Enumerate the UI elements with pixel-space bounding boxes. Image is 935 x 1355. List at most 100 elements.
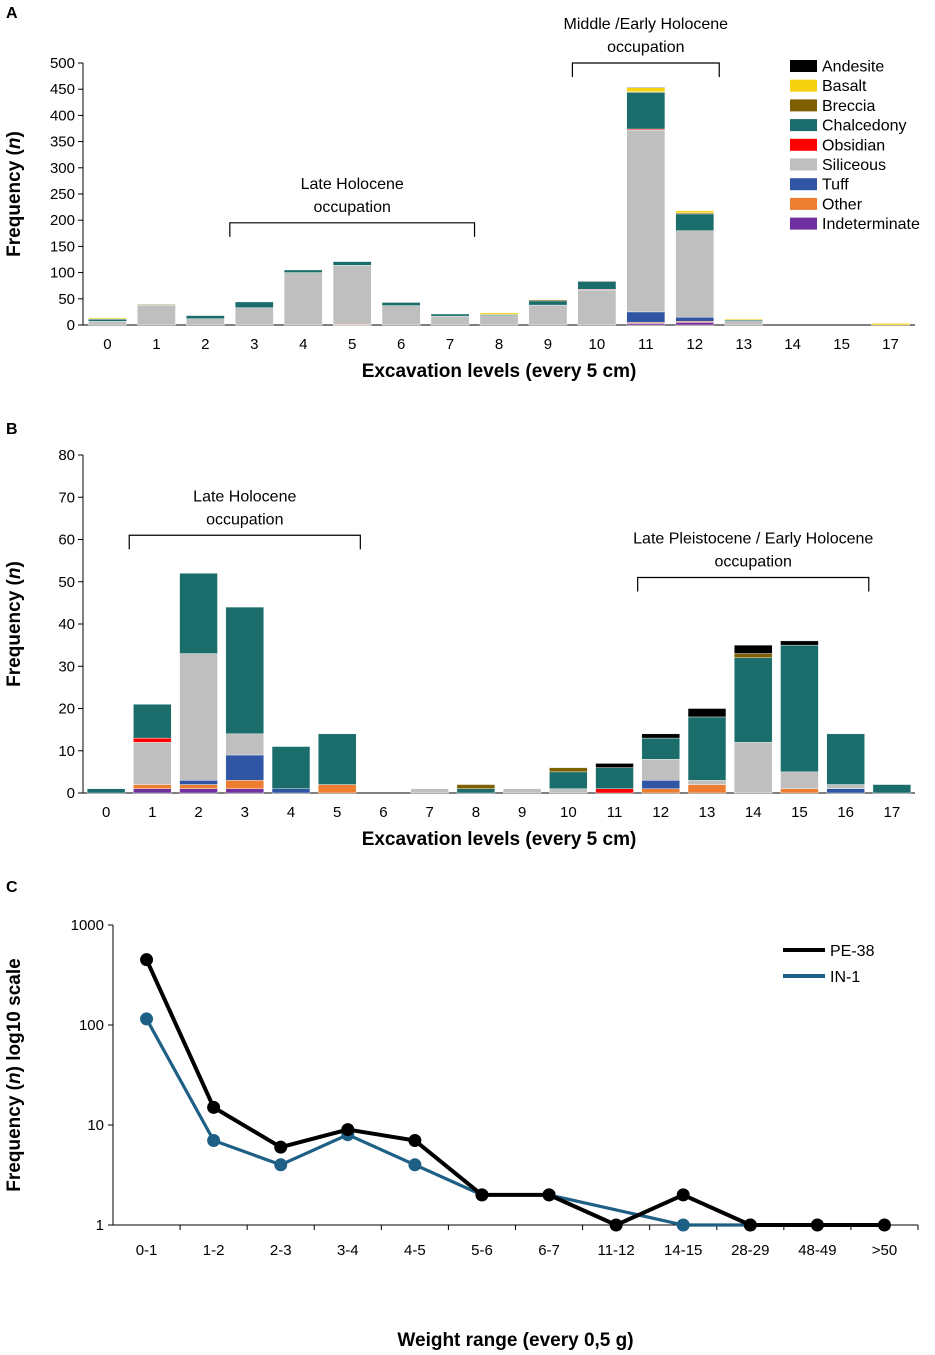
panel-label-c: C <box>6 879 18 896</box>
b-x-tick-label: 0 <box>102 804 110 821</box>
c-point-pe-38 <box>341 1123 355 1137</box>
c-x-tick-label: 2-3 <box>270 1242 292 1259</box>
a-legend-label: Siliceous <box>822 157 886 174</box>
b-bar-chalcedony-level-13 <box>687 716 727 781</box>
a-bar-breccia-level-9 <box>528 299 568 302</box>
b-annotation-bracket <box>128 534 361 550</box>
b-bar-other-level-12 <box>641 788 680 794</box>
b-y-tick-label: 70 <box>58 489 75 506</box>
panel-label-a: A <box>6 5 18 22</box>
c-point-pe-38 <box>877 1218 891 1232</box>
b-x-tick-label: 16 <box>837 804 854 821</box>
a-y-tick-label: 100 <box>50 265 75 282</box>
b-bar-tuff-level-12 <box>641 780 680 789</box>
b-y-tick-label: 20 <box>58 701 75 718</box>
c-x-tick-label: 11-12 <box>597 1242 634 1259</box>
b-bar-other-level-1 <box>133 784 172 789</box>
a-legend-label: Obsidian <box>822 137 885 154</box>
a-bar-siliceous-level-3 <box>235 307 274 326</box>
b-bar-chalcedony-level-4 <box>271 746 311 789</box>
a-x-tick-label: 14 <box>784 336 801 353</box>
b-bar-chalcedony-level-12 <box>641 737 680 760</box>
b-bar-breccia-level-10 <box>549 767 588 773</box>
b-bar-chalcedony-level-17 <box>872 784 912 794</box>
b-bar-siliceous-level-1 <box>133 742 172 785</box>
b-bar-siliceous-level-15 <box>780 771 819 789</box>
b-annotation-text: occupation <box>206 511 283 528</box>
b-bar-tuff-level-2 <box>179 780 218 785</box>
b-bar-siliceous-level-7 <box>410 788 449 794</box>
b-bar-tuff-level-4 <box>271 788 311 794</box>
c-point-pe-38 <box>609 1218 623 1232</box>
a-bar-chalcedony-level-9 <box>528 300 568 306</box>
c-y-tick-label: 1 <box>96 1217 104 1234</box>
b-bar-andesite-level-14 <box>734 644 773 654</box>
a-bar-chalcedony-level-11 <box>626 92 666 130</box>
a-annotation-text: occupation <box>313 199 390 216</box>
b-x-tick-label: 11 <box>607 804 623 821</box>
a-x-tick-label: 10 <box>589 336 606 353</box>
c-point-pe-38 <box>475 1188 489 1202</box>
a-legend-swatch-andesite <box>790 60 817 72</box>
panel-label-b: B <box>6 421 18 438</box>
a-x-tick-label: 0 <box>103 336 111 353</box>
c-point-in-1 <box>140 1012 154 1026</box>
b-x-tick-label: 7 <box>425 804 433 821</box>
a-legend-label: Indeterminate <box>822 216 920 233</box>
b-x-tick-label: 10 <box>560 804 577 821</box>
c-point-pe-38 <box>140 953 154 967</box>
a-bar-basalt-level-17 <box>871 323 910 326</box>
c-x-tick-label: 1-2 <box>203 1242 225 1259</box>
b-x-tick-label: 1 <box>148 804 156 821</box>
a-bar-siliceous-level-4 <box>283 272 323 326</box>
a-x-tick-label: 11 <box>638 336 654 353</box>
a-x-tick-label: 13 <box>735 336 752 353</box>
a-bar-chalcedony-level-12 <box>675 213 715 231</box>
c-legend-label: PE-38 <box>830 943 875 960</box>
a-bar-chalcedony-level-10 <box>577 281 617 290</box>
a-y-tick-label: 250 <box>50 186 75 203</box>
b-x-tick-label: 14 <box>745 804 762 821</box>
b-y-tick-label: 30 <box>58 658 75 675</box>
a-bar-indeterminate-level-11 <box>626 323 666 326</box>
a-bar-siliceous-level-8 <box>479 315 519 326</box>
b-bar-other-level-13 <box>687 784 727 794</box>
a-x-tick-label: 7 <box>446 336 454 353</box>
b-bar-chalcedony-level-10 <box>549 771 588 789</box>
c-x-tick-label: 5-6 <box>471 1242 493 1259</box>
b-bar-chalcedony-level-2 <box>179 573 218 654</box>
c-point-pe-38 <box>810 1218 824 1232</box>
b-annotation-text: Late Holocene <box>193 488 296 505</box>
a-bar-andesite-level-10 <box>577 280 617 282</box>
c-x-tick-label: 28-29 <box>731 1242 769 1259</box>
a-legend-swatch-other <box>790 197 817 210</box>
a-legend-swatch-obsidian <box>790 138 817 151</box>
c-y-tick-label: 1000 <box>71 917 104 934</box>
b-bar-chalcedony-level-11 <box>595 767 634 789</box>
a-bar-basalt-level-11 <box>626 87 666 93</box>
a-x-tick-label: 12 <box>686 336 703 353</box>
b-bar-other-level-15 <box>780 788 819 794</box>
b-bar-chalcedony-level-0 <box>86 788 126 794</box>
b-x-tick-label: 15 <box>791 804 808 821</box>
a-bar-siliceous-level-2 <box>186 318 225 326</box>
b-bar-indeterminate-level-2 <box>179 788 218 794</box>
a-annotation-bracket <box>229 222 476 237</box>
b-bar-obsidian-level-11 <box>595 788 634 794</box>
a-bar-tuff-level-12 <box>675 316 715 322</box>
b-bar-chalcedony-level-14 <box>734 657 773 743</box>
a-bar-chalcedony-level-4 <box>283 269 323 273</box>
a-y-tick-label: 200 <box>50 212 75 229</box>
c-x-tick-label: 3-4 <box>337 1242 359 1259</box>
b-bar-breccia-level-8 <box>456 784 496 789</box>
b-bar-chalcedony-level-16 <box>826 733 865 785</box>
c-x-axis-label: Weight range (every 0,5 g) <box>397 1330 633 1351</box>
c-point-pe-38 <box>408 1133 422 1147</box>
b-x-axis-label: Excavation levels (every 5 cm) <box>362 829 637 850</box>
a-y-axis-label: Frequency (n) <box>4 131 25 257</box>
b-y-tick-label: 50 <box>58 574 75 591</box>
a-bar-siliceous-level-1 <box>137 304 176 326</box>
b-annotation-bracket <box>637 576 870 592</box>
b-x-tick-label: 13 <box>699 804 716 821</box>
